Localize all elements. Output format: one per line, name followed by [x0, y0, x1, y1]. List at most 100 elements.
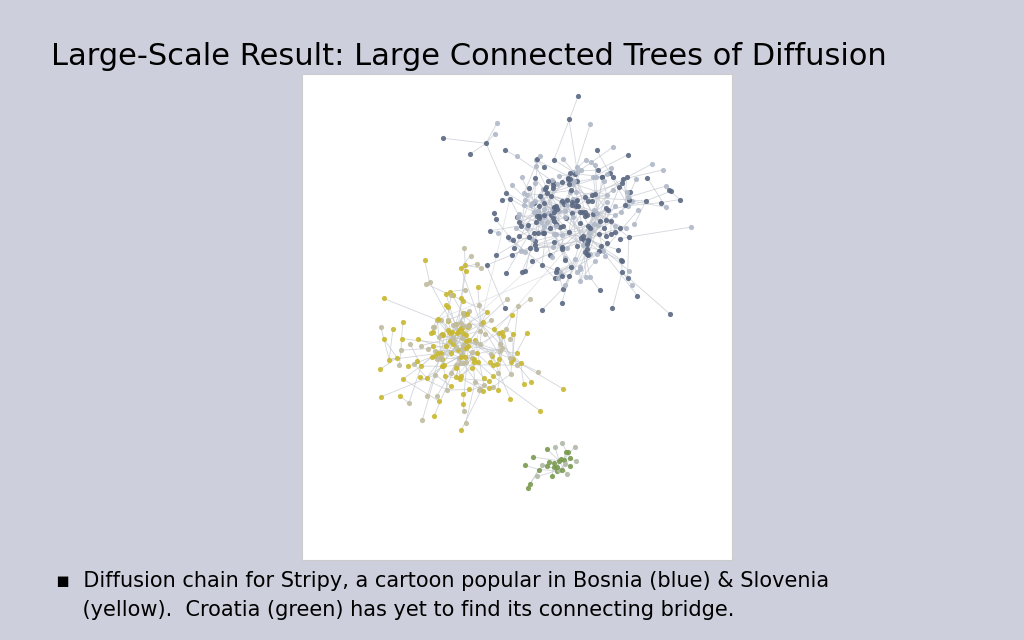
Point: [531, 213, 548, 223]
Point: [485, 323, 502, 333]
Point: [376, 334, 392, 344]
Point: [492, 354, 508, 364]
Point: [561, 114, 578, 124]
Point: [562, 262, 579, 272]
Point: [461, 335, 477, 345]
Point: [624, 280, 640, 291]
Point: [591, 229, 607, 239]
Point: [498, 324, 514, 335]
Point: [511, 231, 527, 241]
Point: [495, 343, 511, 353]
Point: [453, 352, 469, 362]
Point: [536, 184, 552, 194]
Point: [490, 227, 507, 237]
Point: [599, 205, 615, 215]
Point: [458, 330, 474, 340]
Point: [613, 267, 630, 277]
Point: [493, 346, 509, 356]
Point: [395, 374, 412, 384]
Point: [516, 188, 532, 198]
Point: [461, 307, 477, 317]
Point: [442, 287, 459, 297]
Point: [587, 256, 603, 266]
Point: [394, 333, 411, 344]
Point: [539, 217, 555, 227]
Point: [530, 206, 547, 216]
Point: [554, 271, 570, 281]
Point: [556, 199, 572, 209]
Point: [451, 353, 467, 363]
Point: [628, 174, 644, 184]
Point: [618, 172, 635, 182]
Point: [546, 216, 562, 227]
Point: [466, 357, 482, 367]
Point: [582, 271, 598, 282]
Point: [539, 444, 555, 454]
Point: [475, 373, 492, 383]
Point: [410, 334, 426, 344]
Point: [546, 212, 562, 222]
Point: [433, 329, 450, 339]
Point: [584, 189, 600, 200]
Point: [567, 168, 584, 179]
Point: [562, 453, 579, 463]
Point: [554, 437, 570, 447]
Point: [620, 200, 636, 211]
Point: [433, 348, 450, 358]
Point: [509, 348, 525, 358]
Point: [621, 149, 637, 159]
Point: [546, 204, 562, 214]
Point: [575, 231, 592, 241]
Point: [440, 325, 457, 335]
Point: [450, 326, 466, 337]
Point: [551, 456, 567, 466]
Point: [618, 187, 635, 197]
Point: [433, 330, 450, 340]
Point: [505, 328, 521, 339]
Point: [522, 243, 539, 253]
Point: [489, 385, 506, 395]
Point: [559, 200, 575, 211]
Point: [602, 163, 618, 173]
Point: [564, 179, 581, 189]
Point: [559, 243, 575, 253]
Point: [592, 285, 608, 296]
Point: [516, 246, 532, 257]
Point: [572, 207, 589, 217]
Point: [444, 332, 461, 342]
Point: [559, 195, 575, 205]
Point: [541, 457, 557, 467]
Point: [603, 216, 620, 226]
Point: [427, 370, 443, 380]
Point: [460, 341, 476, 351]
Point: [562, 186, 579, 196]
Point: [471, 385, 487, 395]
Point: [457, 406, 473, 417]
Point: [517, 266, 534, 276]
Point: [413, 340, 429, 351]
Point: [486, 129, 503, 139]
Point: [638, 196, 654, 206]
Point: [582, 248, 598, 259]
Point: [537, 204, 553, 214]
Point: [508, 360, 524, 371]
Point: [442, 348, 459, 358]
Point: [417, 255, 433, 265]
Point: [602, 229, 618, 239]
Point: [561, 271, 578, 281]
Point: [439, 315, 456, 325]
Point: [429, 315, 445, 325]
Point: [418, 279, 434, 289]
Point: [540, 188, 556, 198]
Point: [485, 360, 502, 370]
Point: [480, 383, 497, 393]
Point: [425, 341, 441, 351]
Point: [579, 210, 595, 220]
Point: [611, 223, 628, 233]
Point: [554, 230, 570, 240]
Point: [580, 196, 596, 207]
Point: [419, 390, 435, 401]
Point: [605, 172, 622, 182]
Point: [502, 353, 518, 363]
Point: [548, 229, 564, 239]
